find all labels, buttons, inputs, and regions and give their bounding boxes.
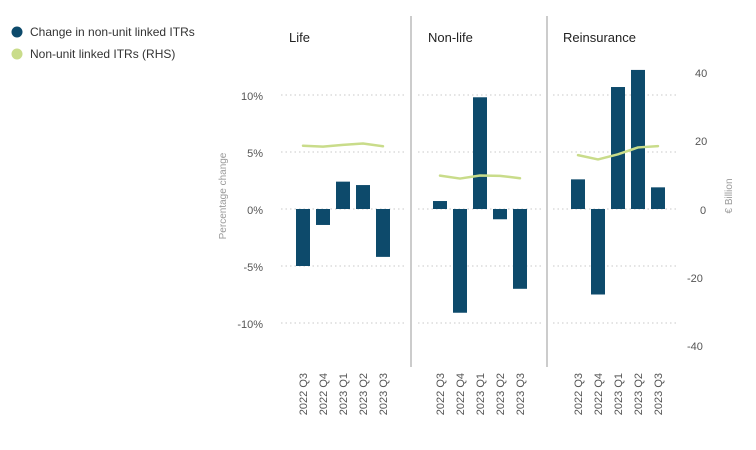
bar: [651, 187, 665, 209]
legend-marker-bar: [11, 26, 23, 38]
bar: [591, 209, 605, 295]
y-tick-label: 0%: [247, 205, 263, 217]
bar: [513, 209, 527, 289]
x-tick-label: 2022 Q4: [455, 373, 467, 415]
y2-axis-title: € Billion: [724, 178, 735, 213]
x-tick-label: 2022 Q3: [573, 373, 585, 415]
bar: [316, 209, 330, 225]
x-tick-label: 2022 Q4: [318, 373, 330, 415]
panel-title: Non-life: [428, 30, 473, 45]
panel-title: Life: [289, 30, 310, 45]
panel-title: Reinsurance: [563, 30, 636, 45]
x-tick-label: 2022 Q3: [435, 373, 447, 415]
bar: [376, 209, 390, 257]
panel-reinsurance: Reinsurance 2022 Q3 2022 Q4 2023 Q1 2023 Q2 2…: [553, 30, 677, 415]
bar: [571, 179, 585, 209]
x-tick-label: 2023 Q2: [495, 373, 507, 415]
legend: Change in non-unit linked ITRs Non-unit …: [11, 25, 195, 61]
x-tick-label: 2023 Q1: [475, 373, 487, 415]
bar: [493, 209, 507, 220]
x-tick-label: 2022 Q4: [593, 373, 605, 415]
y2-tick-label: -20: [687, 273, 703, 285]
x-tick-label: 2023 Q2: [358, 373, 370, 415]
bar: [433, 201, 447, 209]
x-tick-label: 2023 Q1: [338, 373, 350, 415]
bar: [631, 69, 645, 209]
x-tick-label: 2023 Q1: [613, 373, 625, 415]
x-tick-label: 2023 Q3: [515, 373, 527, 415]
x-tick-label: 2023 Q3: [378, 373, 390, 415]
x-tick-label: 2023 Q3: [653, 373, 665, 415]
x-tick-label: 2022 Q3: [298, 373, 310, 415]
legend-label-line: Non-unit linked ITRs (RHS): [30, 47, 175, 61]
y-tick-label: -10%: [237, 319, 263, 331]
y2-tick-label: -40: [687, 341, 703, 353]
y-tick-label: 5%: [247, 148, 263, 160]
y2-tick-labels: 40 20 0 -20 -40: [687, 68, 707, 353]
y2-tick-label: 20: [695, 136, 707, 148]
legend-label-bar: Change in non-unit linked ITRs: [30, 25, 195, 39]
y2-tick-label: 0: [700, 205, 706, 217]
y2-tick-label: 40: [695, 68, 707, 80]
y-tick-labels: 10% 5% 0% -5% -10%: [237, 91, 263, 331]
panel-life: Life 2022 Q3 2022 Q4 2023 Q1 2023 Q2 2023 Q3: [281, 30, 405, 415]
series-line: [301, 142, 385, 148]
legend-marker-line: [11, 48, 23, 60]
panel-non-life: Non-life 2022 Q3 2022 Q4 2023 Q1 2023 Q2 2023…: [418, 30, 542, 415]
bar: [453, 209, 467, 313]
y-tick-label: 10%: [241, 91, 263, 103]
bar: [356, 185, 370, 209]
bar: [473, 97, 487, 209]
bar: [611, 87, 625, 209]
y-axis-title: Percentage change: [218, 152, 229, 239]
y-tick-label: -5%: [243, 262, 263, 274]
x-tick-label: 2023 Q2: [633, 373, 645, 415]
bar: [336, 181, 350, 209]
bar: [296, 209, 310, 266]
